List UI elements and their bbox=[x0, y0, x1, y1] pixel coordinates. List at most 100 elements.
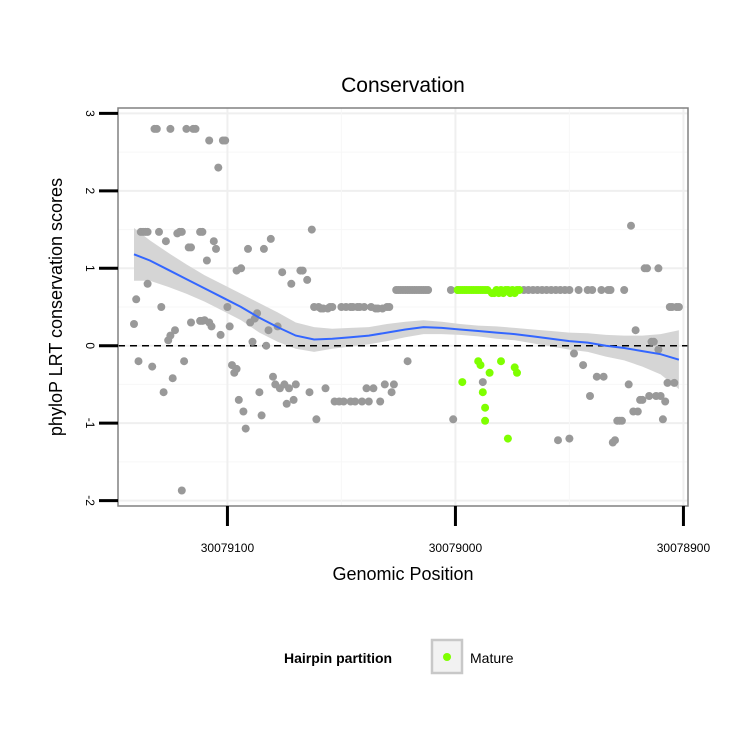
data-point-other bbox=[255, 388, 264, 397]
data-point-mature bbox=[513, 368, 521, 377]
data-point-other bbox=[171, 326, 179, 335]
data-point-other bbox=[143, 227, 152, 236]
legend-label-mature: Mature bbox=[470, 650, 514, 666]
data-point-other bbox=[307, 225, 316, 234]
data-point-other bbox=[645, 392, 654, 400]
data-point-other bbox=[643, 264, 651, 273]
y-tick-label: -2 bbox=[83, 495, 97, 506]
data-point-other bbox=[478, 378, 487, 387]
data-point-other bbox=[248, 337, 257, 346]
data-point-other bbox=[241, 424, 250, 433]
y-tick-label: -1 bbox=[83, 418, 97, 429]
data-point-mature bbox=[503, 434, 512, 443]
data-point-other bbox=[617, 416, 626, 425]
data-point-other bbox=[385, 303, 394, 311]
data-point-other bbox=[360, 303, 369, 311]
data-point-other bbox=[177, 227, 186, 236]
data-point-other bbox=[364, 397, 373, 406]
data-point-other bbox=[380, 380, 389, 389]
data-point-other bbox=[257, 411, 266, 420]
data-point-other bbox=[191, 124, 200, 133]
y-tick-label: 1 bbox=[83, 265, 97, 272]
data-point-other bbox=[180, 357, 189, 366]
data-point-other bbox=[449, 415, 458, 424]
data-point-other bbox=[269, 372, 277, 381]
data-point-other bbox=[177, 486, 186, 495]
data-point-other bbox=[209, 237, 218, 246]
data-point-other bbox=[565, 286, 574, 294]
data-point-other bbox=[403, 357, 412, 366]
data-point-other bbox=[305, 388, 314, 397]
legend: Hairpin partition Mature bbox=[284, 638, 514, 675]
plot-border bbox=[117, 107, 689, 507]
data-point-mature bbox=[476, 361, 485, 370]
data-point-other bbox=[212, 244, 220, 253]
data-point-other bbox=[351, 397, 360, 406]
data-point-other bbox=[168, 374, 177, 383]
y-tick-label: 3 bbox=[83, 110, 97, 117]
data-point-other bbox=[143, 279, 152, 288]
data-point-other bbox=[654, 264, 663, 273]
data-point-other bbox=[264, 326, 273, 335]
x-tick-label: 30079100 bbox=[201, 541, 255, 555]
data-point-other bbox=[362, 384, 371, 393]
data-point-other bbox=[554, 436, 562, 445]
data-point-other bbox=[670, 378, 679, 387]
data-point-other bbox=[298, 266, 307, 275]
data-point-other bbox=[389, 380, 398, 389]
data-point-other bbox=[654, 345, 663, 354]
data-point-other bbox=[291, 380, 300, 389]
data-point-other bbox=[620, 286, 629, 294]
data-point-other bbox=[266, 234, 275, 243]
data-point-other bbox=[202, 256, 211, 265]
x-tick-label: 30079000 bbox=[429, 541, 483, 555]
data-point-other bbox=[674, 303, 683, 311]
data-point-other bbox=[214, 163, 223, 172]
smooth-curve-line bbox=[133, 253, 680, 361]
data-point-other bbox=[656, 392, 665, 400]
data-point-other bbox=[148, 362, 157, 371]
data-point-other bbox=[239, 407, 248, 416]
chart-title: Conservation bbox=[341, 74, 465, 97]
data-point-other bbox=[312, 415, 321, 424]
data-point-mature bbox=[478, 388, 487, 397]
data-point-other bbox=[205, 136, 214, 145]
data-point-other bbox=[588, 286, 597, 294]
data-point-mature bbox=[458, 378, 467, 387]
x-axis-title: Genomic Position bbox=[332, 564, 473, 584]
data-point-other bbox=[303, 275, 312, 284]
smooth-curve-layer bbox=[133, 253, 680, 361]
data-point-other bbox=[627, 221, 635, 230]
data-point-other bbox=[592, 372, 601, 381]
x-axis: 30079100 30079000 30078900 bbox=[201, 506, 710, 555]
data-point-other bbox=[232, 364, 241, 373]
data-point-other bbox=[358, 397, 366, 406]
data-point-other bbox=[159, 388, 168, 397]
data-point-other bbox=[597, 286, 606, 294]
data-point-other bbox=[663, 378, 672, 387]
data-point-other bbox=[187, 318, 195, 327]
data-point-other bbox=[282, 399, 291, 408]
y-tick-label: 0 bbox=[83, 342, 97, 349]
data-point-mature bbox=[481, 403, 490, 412]
data-point-other bbox=[225, 322, 234, 331]
data-point-other bbox=[369, 384, 378, 393]
data-point-other bbox=[649, 337, 658, 346]
data-point-other bbox=[182, 124, 191, 133]
data-point-other bbox=[599, 372, 608, 381]
data-point-other bbox=[237, 264, 246, 273]
data-point-other bbox=[570, 349, 578, 358]
data-point-other bbox=[278, 268, 287, 277]
data-point-other bbox=[611, 436, 619, 445]
data-point-other bbox=[259, 244, 268, 253]
y-tick-label: 2 bbox=[83, 188, 97, 195]
data-point-mature bbox=[485, 368, 494, 377]
data-point-other bbox=[132, 295, 141, 304]
data-point-other bbox=[376, 397, 385, 406]
data-point-other bbox=[152, 124, 161, 133]
data-point-other bbox=[586, 392, 594, 400]
data-point-other bbox=[130, 320, 138, 328]
data-point-other bbox=[187, 243, 195, 252]
data-point-other bbox=[565, 434, 574, 443]
data-point-other bbox=[661, 397, 670, 406]
